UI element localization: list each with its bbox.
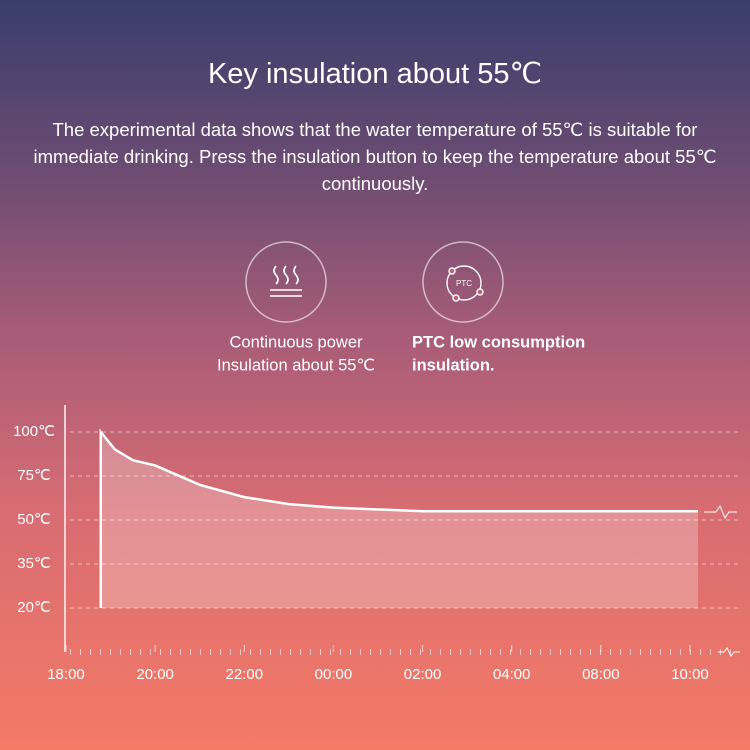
icon-circle <box>422 241 504 323</box>
y-tick-label: 20℃ <box>17 599 51 616</box>
x-tick-label: 02:00 <box>404 666 442 683</box>
x-tick-label: 18:00 <box>47 666 85 683</box>
line <box>99 428 699 608</box>
feature-text: PTC low consumption <box>412 333 585 351</box>
break-mark <box>704 504 740 657</box>
feature-text: Continuous power <box>230 333 364 351</box>
title: Key insulation about 55℃ <box>207 58 543 90</box>
area <box>100 432 699 608</box>
x-tick-label: 10:00 <box>671 666 709 683</box>
x-tick-label: 20:00 <box>136 666 174 683</box>
ptc-icon <box>446 265 484 302</box>
description: The experimental data shows that the wat… <box>33 119 717 194</box>
y-tick-label: 50℃ <box>17 511 51 528</box>
feature-text: Insulation about 55℃ <box>217 356 375 374</box>
icon-text: PTC <box>456 279 472 288</box>
y-tick-label: 75℃ <box>17 467 51 484</box>
heat-icon <box>270 265 302 297</box>
x-tick-label: 22:00 <box>226 666 264 683</box>
icon-circle <box>245 241 327 323</box>
feature-text: insulation. <box>412 356 495 374</box>
x-tick-label: 04:00 <box>493 666 531 683</box>
x-tick-label: 00:00 <box>315 666 353 683</box>
y-tick-label: 100℃ <box>13 423 55 440</box>
y-tick-label: 35℃ <box>17 555 51 572</box>
x-tick-label: 08:00 <box>582 666 620 683</box>
